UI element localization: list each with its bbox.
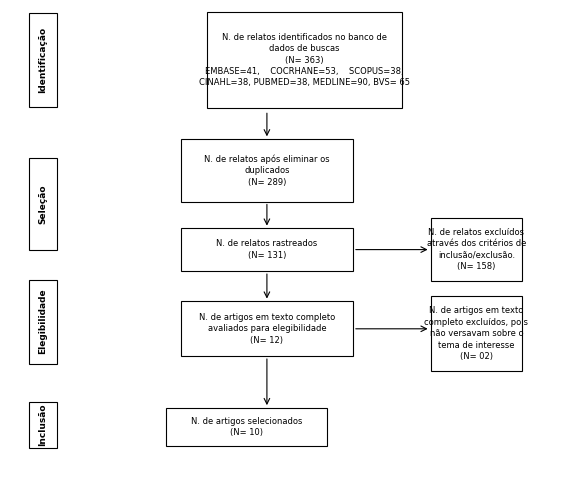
Text: N. de artigos em texto completo
avaliados para elegibilidade
(N= 12): N. de artigos em texto completo avaliado… — [199, 313, 335, 345]
Text: N. de relatos excluídos
através dos critérios de
inclusão/exclusão.
(N= 158): N. de relatos excluídos através dos crit… — [426, 228, 526, 271]
FancyBboxPatch shape — [29, 279, 57, 364]
Text: Seleção: Seleção — [38, 184, 48, 224]
FancyBboxPatch shape — [29, 402, 57, 447]
FancyBboxPatch shape — [29, 13, 57, 107]
Text: Identificação: Identificação — [38, 27, 48, 93]
Text: N. de artigos em texto
completo excluídos, pois
não versavam sobre o
tema de int: N. de artigos em texto completo excluído… — [424, 306, 529, 361]
FancyBboxPatch shape — [430, 218, 522, 281]
FancyBboxPatch shape — [181, 139, 353, 202]
FancyBboxPatch shape — [207, 12, 402, 108]
Text: N. de relatos rastreados
(N= 131): N. de relatos rastreados (N= 131) — [216, 240, 317, 260]
Text: Elegibilidade: Elegibilidade — [38, 289, 48, 354]
Text: Inclusão: Inclusão — [38, 404, 48, 446]
FancyBboxPatch shape — [166, 408, 327, 446]
FancyBboxPatch shape — [29, 158, 57, 250]
FancyBboxPatch shape — [430, 297, 522, 371]
Text: N. de relatos após eliminar os
duplicados
(N= 289): N. de relatos após eliminar os duplicado… — [204, 154, 329, 187]
FancyBboxPatch shape — [181, 301, 353, 356]
Text: N. de artigos selecionados
(N= 10): N. de artigos selecionados (N= 10) — [191, 417, 302, 437]
Text: N. de relatos identificados no banco de
dados de buscas
(N= 363)
EMBASE=41,    C: N. de relatos identificados no banco de … — [199, 33, 410, 87]
FancyBboxPatch shape — [181, 228, 353, 271]
